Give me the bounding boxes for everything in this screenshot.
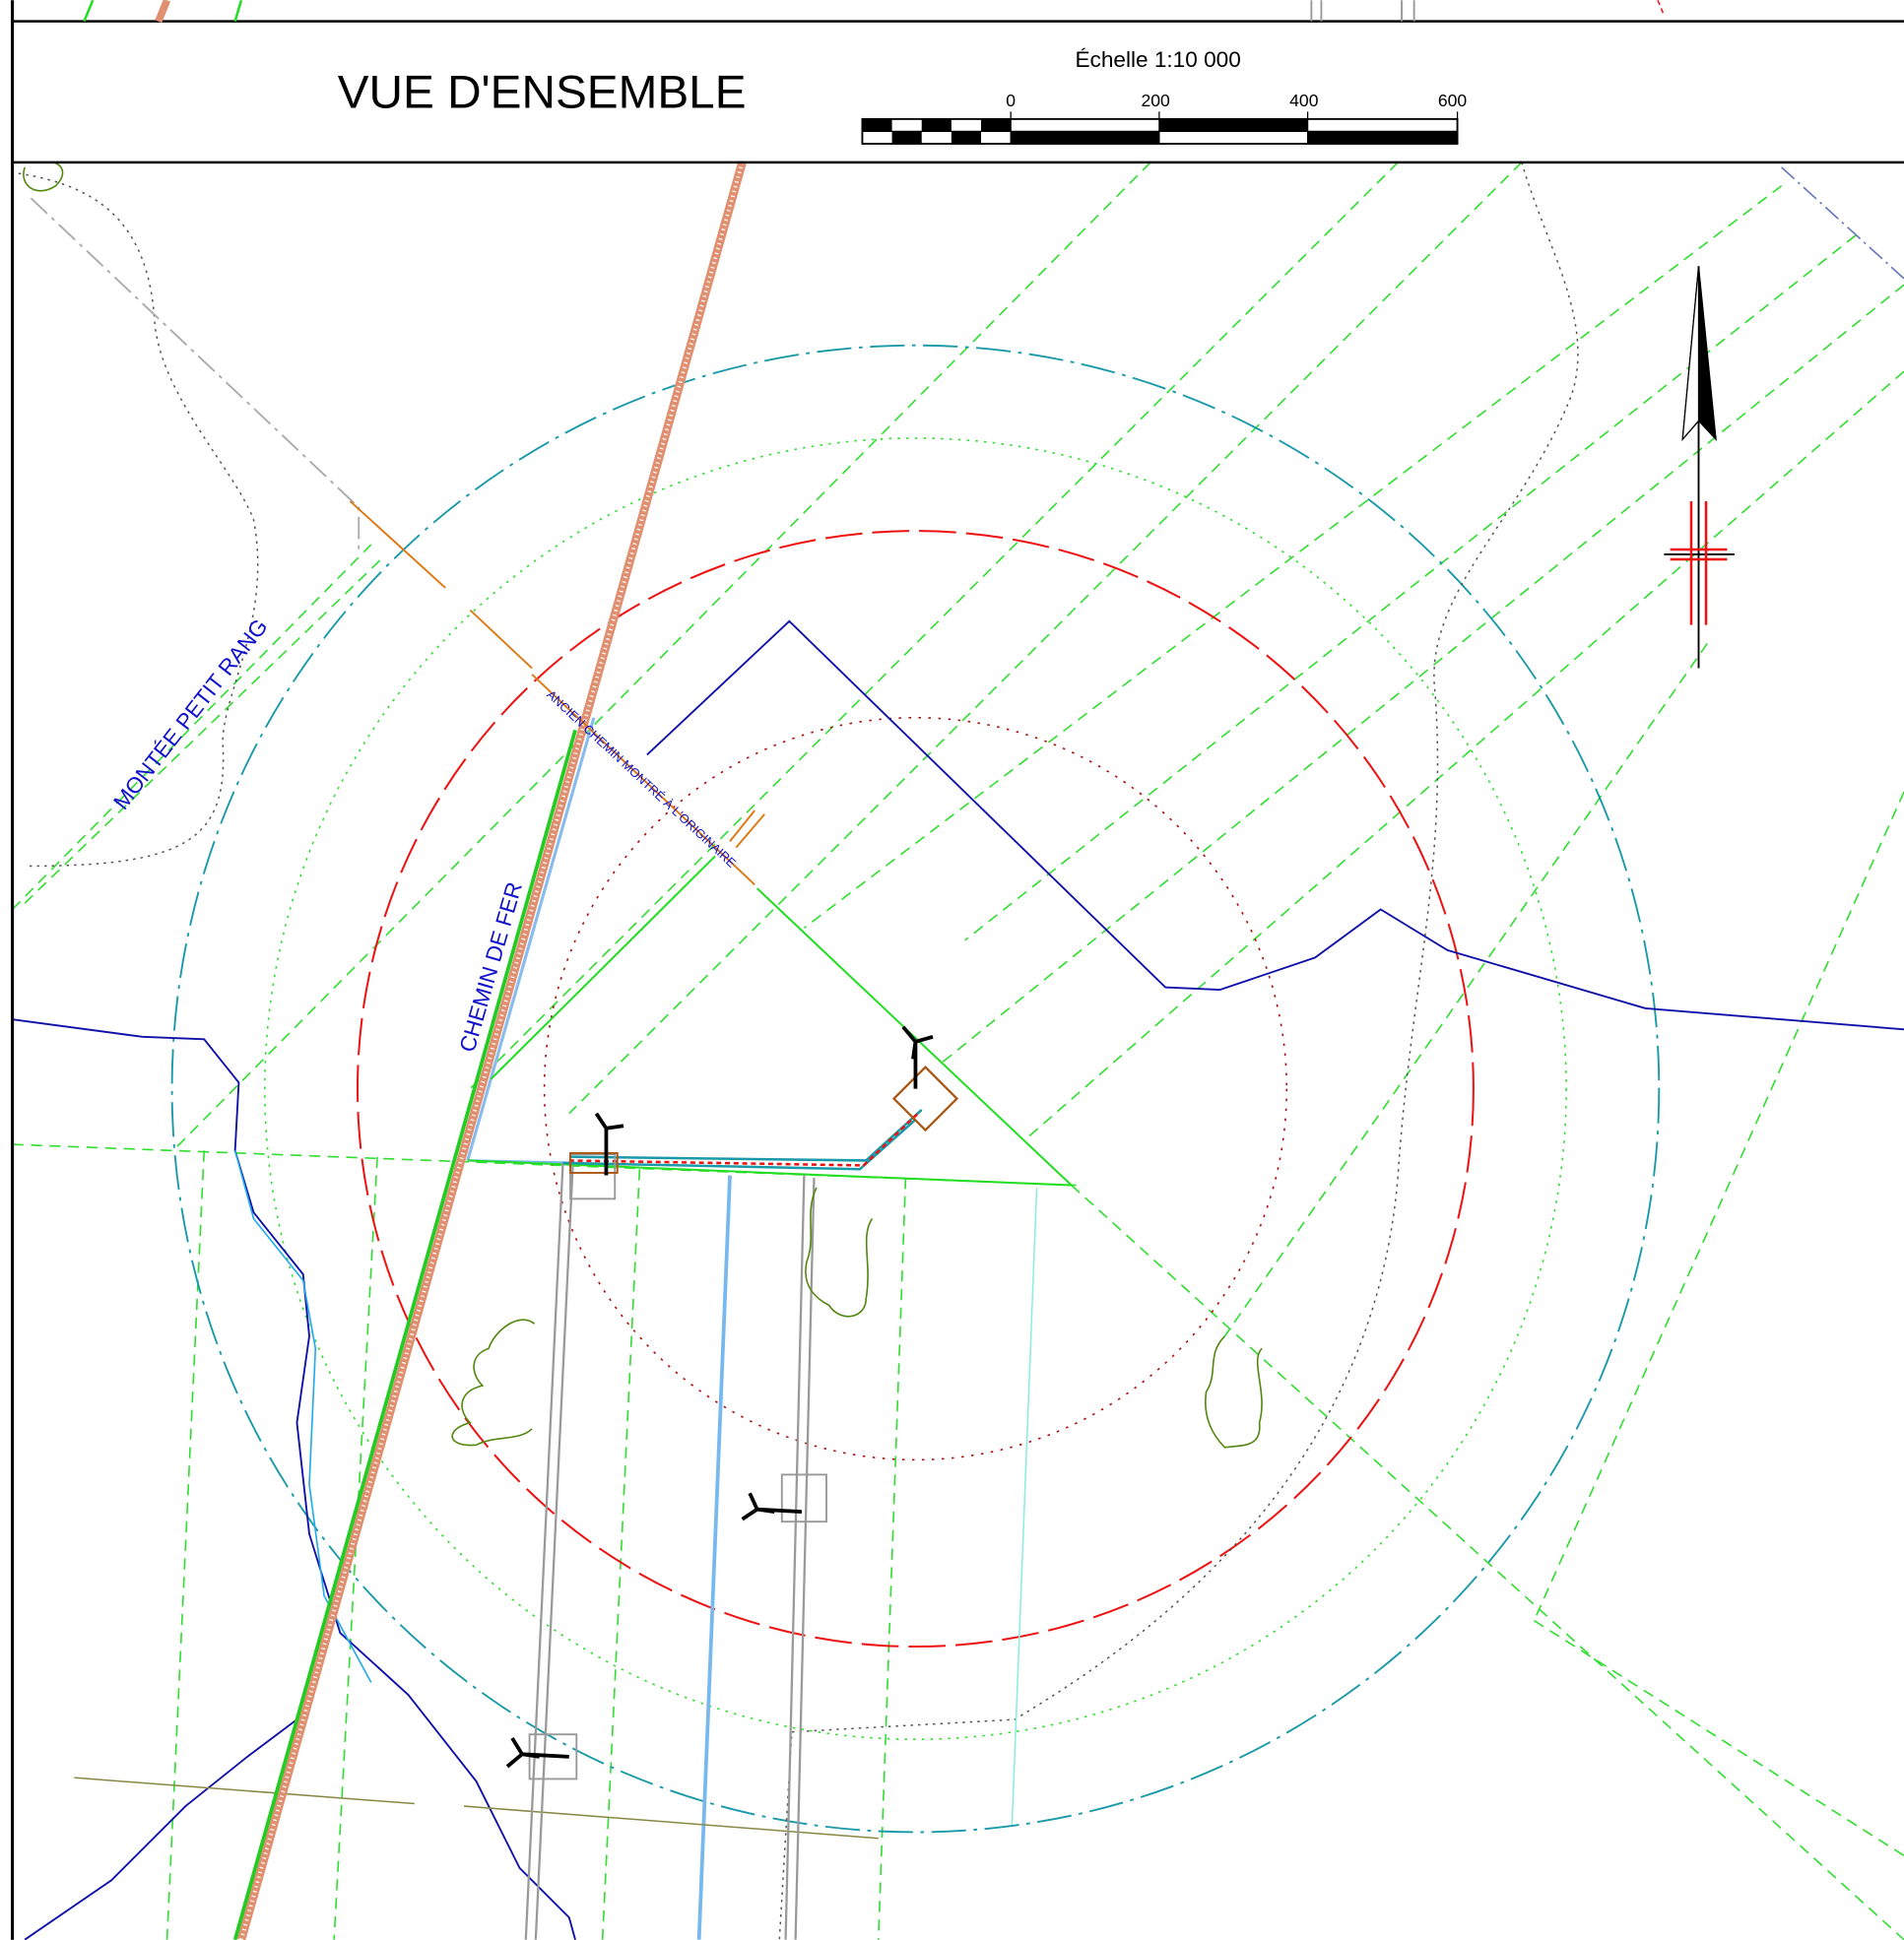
- scale-bar: [861, 111, 1459, 145]
- access-road: [524, 1162, 574, 1940]
- old-road: [349, 500, 755, 886]
- buffer-circle-green: [263, 437, 1567, 1741]
- old-road-marker: [729, 809, 765, 849]
- railway-ties: [239, 162, 745, 1940]
- scale-tick-label: 600: [1438, 91, 1468, 110]
- map: [11, 161, 1904, 1940]
- parcel: [490, 855, 716, 1080]
- buffer-circle-inner: [543, 716, 1288, 1461]
- dashed-road: [1781, 166, 1904, 280]
- top-strip: [83, 0, 1666, 24]
- north-arrow: [1664, 266, 1735, 669]
- turbine-pad: [569, 1153, 617, 1200]
- lot-lines: [11, 162, 1904, 1940]
- turbine-pad: [780, 1473, 827, 1523]
- buffer-circle-outer: [170, 344, 1661, 1834]
- watercourse: [12, 1018, 576, 1940]
- cyan-line: [1011, 1188, 1038, 1825]
- substation: [891, 1066, 959, 1132]
- stream: [233, 1150, 372, 1683]
- access-road: [784, 1175, 816, 1940]
- buffer-circle-red: [356, 530, 1475, 1649]
- title: VUE D'ENSEMBLE: [338, 67, 747, 119]
- trees: [23, 162, 1263, 1449]
- watercourse: [646, 619, 1904, 1031]
- watercourse: [24, 1718, 298, 1940]
- light-blue-line: [696, 1175, 732, 1940]
- turbines: [505, 1025, 934, 1769]
- parcel: [467, 887, 1075, 1187]
- dashed-road: [30, 197, 361, 551]
- scale-tick-label: 200: [1141, 91, 1170, 110]
- platform: [569, 1151, 619, 1174]
- scale-label: Échelle 1:10 000: [1075, 47, 1240, 72]
- header: VUE D'ENSEMBLE Échelle 1:10 000 0 200 40…: [12, 20, 1904, 164]
- scale-tick-label: 0: [1006, 91, 1016, 110]
- railway-boundary: [232, 729, 577, 1940]
- olive-line: [74, 1777, 415, 1805]
- dotted-line: [18, 172, 259, 868]
- cable-route: [568, 1112, 919, 1167]
- scale-tick-label: 400: [1289, 91, 1319, 110]
- railway-edge: [466, 717, 596, 1161]
